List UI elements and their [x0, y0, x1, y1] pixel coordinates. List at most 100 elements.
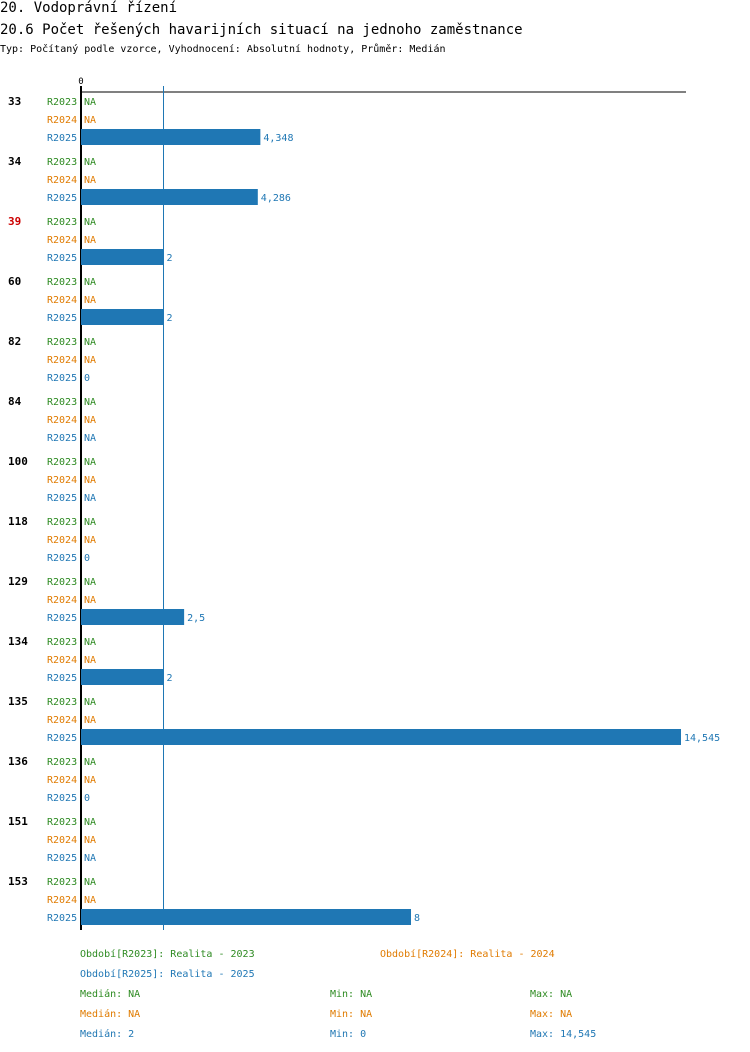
group-label: 100	[8, 455, 28, 468]
bar	[81, 609, 185, 625]
series-tick-label: R2024	[47, 895, 77, 906]
series-tick-label: R2024	[47, 235, 77, 246]
group-label: 60	[8, 275, 21, 288]
bar-value-label: NA	[84, 517, 96, 528]
group-label: 118	[8, 515, 28, 528]
series-tick-label: R2023	[47, 637, 77, 648]
bar-value-label: NA	[84, 415, 96, 426]
bar-value-label: NA	[84, 475, 96, 486]
series-tick-label: R2024	[47, 175, 77, 186]
bar-value-label: NA	[84, 895, 96, 906]
bar-value-label: NA	[84, 655, 96, 666]
bar-value-label: NA	[84, 355, 96, 366]
bar-value-label: NA	[84, 595, 96, 606]
series-tick-label: R2024	[47, 415, 77, 426]
series-tick-label: R2025	[47, 613, 77, 624]
series-tick-label: R2023	[47, 697, 77, 708]
series-tick-label: R2023	[47, 97, 77, 108]
series-tick-label: R2025	[47, 733, 77, 744]
group-label: 153	[8, 875, 28, 888]
series-tick-label: R2024	[47, 295, 77, 306]
bar-value-label: NA	[84, 433, 96, 444]
group-label: 135	[8, 695, 28, 708]
series-tick-label: R2023	[47, 817, 77, 828]
legend-r2024-period: Období[R2024]: Realita - 2024	[380, 949, 555, 960]
bar-value-label: NA	[84, 277, 96, 288]
bar-value-label: NA	[84, 175, 96, 186]
series-tick-label: R2025	[47, 853, 77, 864]
series-tick-label: R2025	[47, 793, 77, 804]
bar	[81, 129, 261, 145]
series-tick-label: R2023	[47, 277, 77, 288]
section-title: 20. Vodoprávní řízení	[0, 0, 178, 16]
legend-r2024-max: Max: NA	[530, 1009, 573, 1020]
bar-value-label: NA	[84, 637, 96, 648]
series-tick-label: R2025	[47, 193, 77, 204]
bar-value-label: NA	[84, 493, 96, 504]
group-label: 82	[8, 335, 21, 348]
group-label: 151	[8, 815, 28, 828]
chart-title: 20.6 Počet řešených havarijních situací …	[0, 22, 523, 38]
legend-r2023-min: Min: NA	[330, 989, 373, 1000]
series-tick-label: R2025	[47, 433, 77, 444]
series-tick-label: R2025	[47, 133, 77, 144]
legend-r2025-median: Medián: 2	[80, 1029, 135, 1040]
bar-value-label: NA	[84, 97, 96, 108]
bar-value-label: NA	[84, 835, 96, 846]
bar-value-label: 2	[167, 673, 173, 684]
series-tick-label: R2023	[47, 877, 77, 888]
series-tick-label: R2025	[47, 253, 77, 264]
bar	[81, 249, 164, 265]
bar	[81, 309, 164, 325]
group-label: 34	[8, 155, 22, 168]
bar-value-label: NA	[84, 157, 96, 168]
series-tick-label: R2024	[47, 115, 77, 126]
bar-value-label: 8	[414, 913, 420, 924]
series-tick-label: R2024	[47, 775, 77, 786]
bar-value-label: NA	[84, 535, 96, 546]
bar-chart: 0 33 R2023 NA R2024 NA R2025 4,348 34 R2023 NA R202…	[8, 77, 720, 930]
bar-value-label: NA	[84, 577, 96, 588]
series-tick-label: R2023	[47, 337, 77, 348]
bar-value-label: NA	[84, 757, 96, 768]
chart-subtitle: Typ: Počítaný podle vzorce, Vyhodnocení:…	[0, 44, 446, 55]
series-tick-label: R2023	[47, 157, 77, 168]
series-tick-label: R2025	[47, 493, 77, 504]
series-tick-label: R2025	[47, 913, 77, 924]
series-tick-label: R2023	[47, 457, 77, 468]
legend-r2024-min: Min: NA	[330, 1009, 373, 1020]
bar-value-label: NA	[84, 877, 96, 888]
series-tick-label: R2023	[47, 217, 77, 228]
series-tick-label: R2024	[47, 715, 77, 726]
series-tick-label: R2024	[47, 595, 77, 606]
group-label: 39	[8, 215, 21, 228]
bar-value-label: NA	[84, 397, 96, 408]
bar-value-label: 2,5	[187, 613, 205, 624]
legend-r2023-max: Max: NA	[530, 989, 573, 1000]
series-tick-label: R2025	[47, 553, 77, 564]
legend-r2025-max: Max: 14,545	[530, 1029, 597, 1040]
series-tick-label: R2024	[47, 655, 77, 666]
series-tick-label: R2023	[47, 757, 77, 768]
axis-zero-label: 0	[78, 77, 83, 87]
bar-value-label: NA	[84, 235, 96, 246]
legend-r2024-median: Medián: NA	[80, 1009, 141, 1020]
legend-r2025-period: Období[R2025]: Realita - 2025	[80, 969, 255, 980]
group-label: 134	[8, 635, 28, 648]
bar	[81, 669, 164, 685]
bar-value-label: NA	[84, 817, 96, 828]
legend-r2023-median: Medián: NA	[80, 989, 141, 1000]
series-tick-label: R2024	[47, 835, 77, 846]
bar	[81, 909, 412, 925]
series-tick-label: R2024	[47, 475, 77, 486]
series-tick-label: R2025	[47, 673, 77, 684]
series-tick-label: R2025	[47, 373, 77, 384]
bar-value-label: NA	[84, 775, 96, 786]
bar	[81, 729, 681, 745]
bar-value-label: 4,286	[261, 193, 291, 204]
group-label: 33	[8, 95, 21, 108]
group-label: 136	[8, 755, 28, 768]
bar-value-label: NA	[84, 697, 96, 708]
bar-value-label: NA	[84, 217, 96, 228]
bar-value-label: 4,348	[263, 133, 293, 144]
